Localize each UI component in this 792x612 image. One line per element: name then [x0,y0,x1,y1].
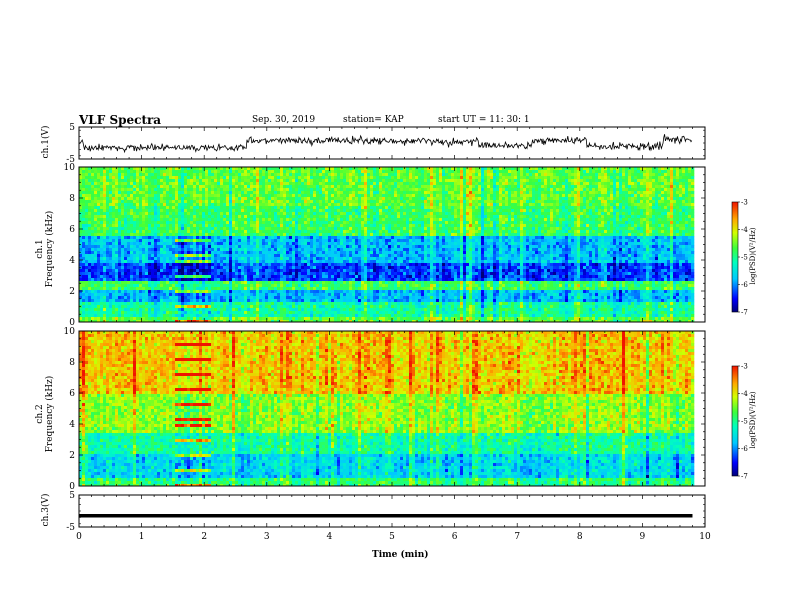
colorbar-tick-label: -4 [741,226,748,234]
ch1-spectrogram-heatmap [79,167,705,322]
time-tick-label: 2 [201,532,207,542]
ch1-waveform-frame [78,126,706,160]
freq-tick-label: 0 [69,318,75,328]
time-tick-label: 9 [640,532,646,542]
voltage-tick-label: -5 [66,155,75,165]
figure-title: VLF Spectra [79,113,161,127]
colorbar-tick-label: -3 [741,199,748,207]
ch1-waveform-line [78,134,693,154]
freq-tick-label: 10 [64,163,76,173]
time-tick-label: 4 [327,532,333,542]
ch1-colorbar [731,201,739,313]
start-ut-label: start UT = 11: 30: 1 [438,115,530,125]
colorbar-tick-label: -4 [741,390,748,398]
x-axis-label: Time (min) [372,550,429,560]
time-tick-label: 6 [452,532,458,542]
colorbar-tick-label: -7 [741,309,748,317]
freq-tick-label: 8 [69,194,75,204]
ch2-spectrogram-ylabel-line2: Frequency (kHz) [45,359,55,469]
ch2-spectrogram-ylabel: ch.2 Frequency (kHz) [35,359,55,469]
ch2-spectrogram-ylabel-line1: ch.2 [35,359,45,469]
ch2-colorbar [731,365,739,477]
date-label: Sep. 30, 2019 [252,115,315,125]
colorbar-tick-label: -6 [741,445,748,453]
time-tick-label: 8 [577,532,583,542]
voltage-tick-label: -5 [66,523,75,533]
voltage-tick-label: 5 [69,491,75,501]
freq-tick-label: 2 [69,287,75,297]
ch1-waveform-ylabel: ch.1(V) [41,122,51,162]
voltage-tick-label: 5 [69,123,75,133]
freq-tick-label: 4 [69,256,75,266]
colorbar-tick-label: -5 [741,418,748,426]
freq-tick-label: 10 [64,327,76,337]
colorbar-tick-label: -6 [741,281,748,289]
time-tick-label: 3 [264,532,270,542]
time-tick-label: 10 [699,532,711,542]
ch1-spectrogram-ylabel-line1: ch.1 [35,194,45,304]
ch1-spectrogram-ylabel-line2: Frequency (kHz) [45,194,55,304]
colorbar-tick-label: -3 [741,363,748,371]
time-tick-label: 1 [139,532,145,542]
freq-tick-label: 6 [69,225,75,235]
time-tick-label: 5 [389,532,395,542]
ch3-waveform-frame [78,494,706,528]
time-tick-label: 7 [514,532,520,542]
freq-tick-label: 6 [69,389,75,399]
ch2-spectrogram-heatmap [79,331,705,486]
freq-tick-label: 2 [69,451,75,461]
freq-tick-label: 8 [69,358,75,368]
colorbar-tick-label: -5 [741,254,748,262]
ch1-colorbar-label: log(PSD)(V²/Hz) [749,221,757,291]
ch1-spectrogram-ylabel: ch.1 Frequency (kHz) [35,194,55,304]
freq-tick-label: 4 [69,420,75,430]
station-label: station= KAP [343,115,404,125]
ch2-colorbar-label: log(PSD)(V²/Hz) [749,385,757,455]
freq-tick-label: 0 [69,482,75,492]
time-tick-label: 0 [76,532,82,542]
ch3-waveform-ylabel: ch.3(V) [41,490,51,530]
colorbar-tick-label: -7 [741,473,748,481]
